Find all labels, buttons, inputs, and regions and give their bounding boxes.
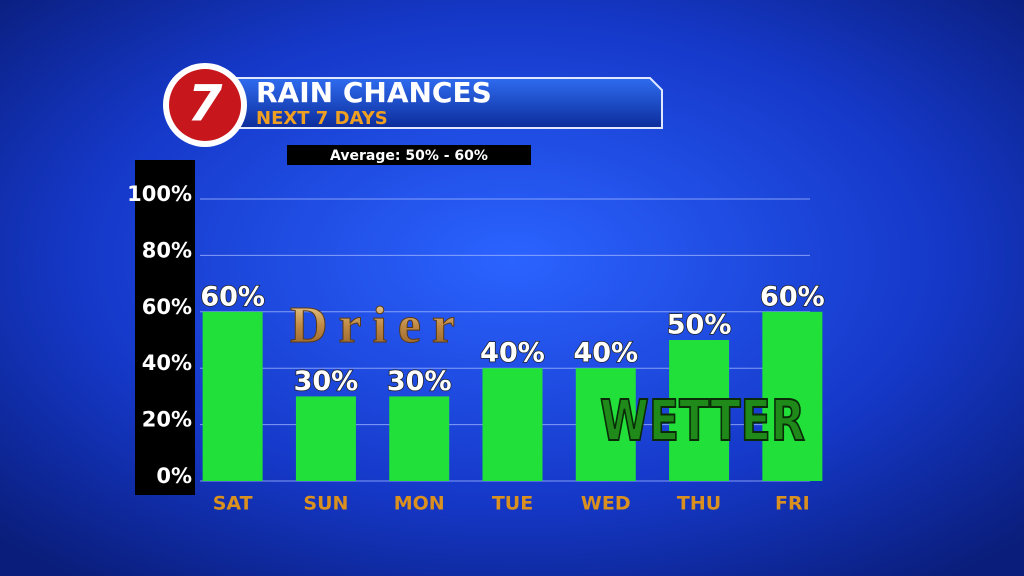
chart-title: RAIN CHANCES	[256, 76, 492, 109]
wetter-note: WETTER	[600, 389, 805, 454]
bar	[295, 396, 356, 481]
bar	[575, 368, 636, 481]
bar	[762, 311, 823, 481]
logo-text: 7	[188, 75, 223, 133]
y-tick-label: 0%	[156, 464, 192, 488]
x-tick-label: FRI	[775, 493, 810, 515]
logo	[169, 69, 241, 141]
x-tick-label: MON	[394, 493, 445, 515]
average-box	[287, 145, 531, 165]
bar	[202, 311, 263, 481]
chart-subtitle: NEXT 7 DAYS	[256, 108, 388, 129]
value-label: 50%	[667, 310, 732, 341]
average-note: Average: 50% - 60%	[330, 148, 488, 164]
x-tick-label: TUE	[492, 493, 533, 515]
axis-panel	[135, 160, 195, 495]
x-tick-label: WED	[581, 493, 631, 515]
value-label: 60%	[760, 281, 825, 312]
x-tick-label: SUN	[303, 493, 348, 515]
bar	[389, 396, 450, 481]
value-label: 40%	[573, 338, 638, 369]
y-tick-label: 60%	[142, 295, 192, 319]
bar	[669, 340, 730, 481]
x-tick-label: SAT	[213, 493, 253, 515]
value-label: 30%	[387, 366, 452, 397]
y-tick-label: 80%	[142, 238, 192, 262]
x-tick-label: THU	[677, 493, 721, 515]
bar	[482, 368, 543, 481]
y-tick-label: 20%	[142, 408, 192, 432]
y-tick-label: 100%	[127, 182, 192, 206]
plot: 0% 20% 40% 60% 80% 100% SAT 60% SUN 30% MON 30% TUE 4…	[127, 182, 825, 515]
y-tick-label: 40%	[142, 351, 192, 375]
value-label: 40%	[480, 338, 545, 369]
value-label: 30%	[294, 366, 359, 397]
value-label: 60%	[200, 281, 265, 312]
